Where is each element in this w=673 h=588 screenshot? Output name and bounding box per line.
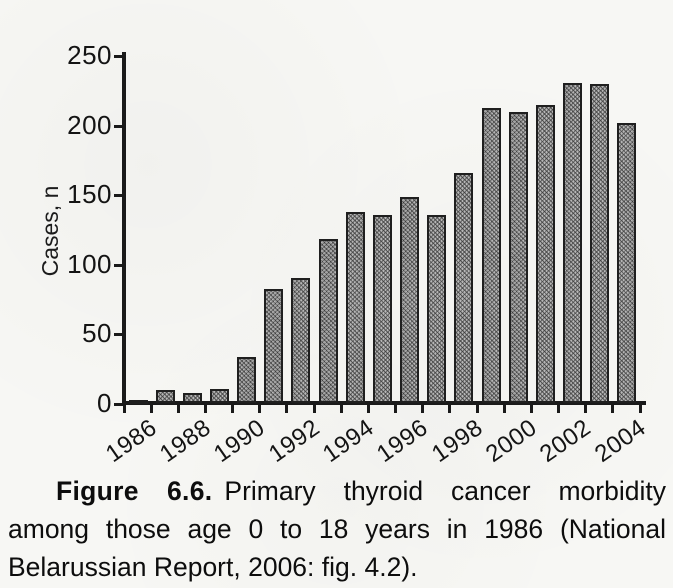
x-tick-8 (339, 405, 343, 413)
y-tick-100 (114, 263, 123, 267)
bar-1996 (400, 196, 420, 403)
bar-1989 (209, 389, 229, 403)
bar-1992 (291, 277, 311, 403)
figure-caption-text: Primary thyroid cancer morbidity among t… (8, 476, 666, 582)
y-tick-label-250: 250 (67, 40, 112, 70)
x-tick-label-1992: 1992 (263, 414, 325, 468)
x-tick-16 (557, 405, 561, 413)
bar-1986 (128, 400, 148, 404)
y-tick-label-200: 200 (67, 109, 112, 140)
x-tick-label-2002: 2002 (535, 414, 597, 468)
x-tick-5 (258, 405, 262, 413)
x-tick-14 (502, 405, 506, 413)
x-tick-4 (231, 405, 235, 413)
bar-2002 (563, 82, 583, 403)
x-tick-label-1986: 1986 (100, 414, 162, 468)
x-tick-label-1998: 1998 (426, 414, 488, 468)
y-tick-label-0: 0 (97, 388, 112, 418)
figure-caption: Figure 6.6. Primary thyroid cancer morbid… (8, 472, 666, 586)
bar-1994 (345, 212, 365, 403)
x-tick-19 (638, 405, 642, 413)
bar-1988 (182, 393, 202, 403)
y-axis-line (122, 52, 126, 405)
y-tick-label-50: 50 (82, 318, 112, 349)
bar-2000 (508, 112, 528, 403)
x-tick-13 (475, 405, 479, 413)
bar-1991 (264, 288, 284, 403)
bar-1990 (237, 357, 257, 403)
x-tick-12 (448, 405, 452, 413)
bar-1999 (481, 107, 501, 403)
y-tick-200 (114, 124, 123, 128)
x-tick-0 (122, 405, 126, 413)
bar-2003 (590, 84, 610, 403)
x-tick-11 (421, 405, 425, 413)
x-tick-9 (366, 405, 370, 413)
x-tick-label-1994: 1994 (317, 414, 379, 468)
bar-2004 (617, 123, 637, 403)
x-tick-3 (203, 405, 207, 413)
y-tick-label-100: 100 (67, 248, 112, 279)
x-tick-17 (584, 405, 588, 413)
bar-2001 (535, 105, 555, 403)
y-tick-50 (114, 333, 123, 337)
x-tick-15 (529, 405, 533, 413)
bar-1993 (318, 238, 338, 403)
bar-1995 (372, 215, 392, 403)
x-axis-line (122, 401, 646, 405)
x-tick-6 (285, 405, 289, 413)
x-tick-label-1988: 1988 (154, 414, 216, 468)
bar-1997 (427, 215, 447, 403)
x-tick-label-2000: 2000 (480, 414, 542, 468)
x-tick-18 (611, 405, 615, 413)
y-tick-150 (114, 194, 123, 198)
x-tick-7 (312, 405, 316, 413)
x-tick-label-1990: 1990 (209, 414, 271, 468)
bar-1998 (454, 173, 474, 403)
x-tick-label-1996: 1996 (372, 414, 434, 468)
figure-caption-label: Figure 6.6. (56, 476, 213, 506)
bar-1987 (155, 390, 175, 403)
x-tick-1 (149, 405, 153, 413)
x-tick-10 (394, 405, 398, 413)
x-tick-label-2004: 2004 (589, 414, 651, 468)
x-tick-2 (176, 405, 180, 413)
y-tick-label-150: 150 (67, 179, 112, 210)
y-tick-250 (114, 55, 123, 58)
y-tick-0 (114, 403, 123, 406)
bar-chart: Cases, n 0 50 100 150 200 250 1986 1988 1990 1992… (37, 40, 651, 468)
